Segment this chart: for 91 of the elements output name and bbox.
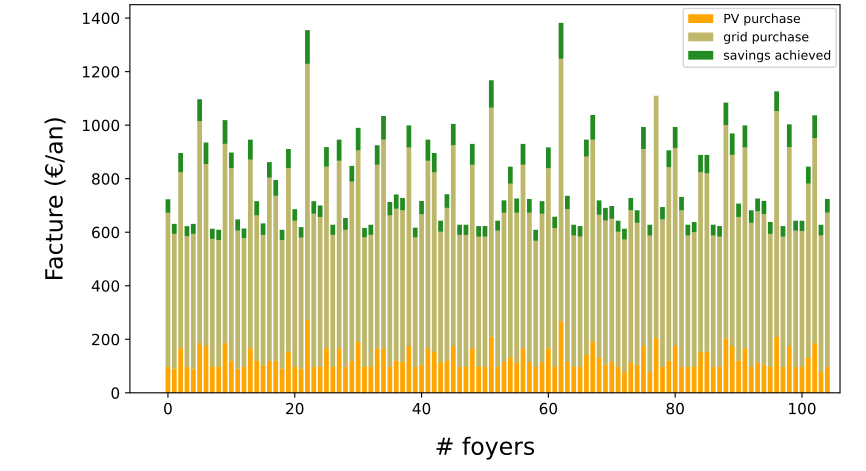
bar (336, 140, 342, 161)
bar (565, 196, 570, 210)
bar (343, 218, 348, 230)
y-tick-label: 1000 (82, 120, 120, 132)
bar (584, 140, 589, 156)
bar (178, 152, 183, 172)
bar (634, 210, 640, 223)
legend-label: grid purchase (724, 32, 808, 44)
bar (419, 200, 424, 214)
bar (730, 133, 735, 155)
bar (374, 145, 380, 165)
x-tick-label: 100 (789, 402, 816, 414)
x-tick-label: 0 (164, 402, 172, 414)
y-tick-label: 200 (92, 334, 120, 346)
bar (685, 224, 690, 236)
x-tick-label: 80 (666, 402, 684, 414)
bar (210, 228, 215, 239)
bar (381, 116, 386, 140)
bar (514, 198, 520, 213)
bar (267, 162, 272, 178)
bar (254, 201, 260, 216)
bar (520, 144, 526, 165)
bar (666, 150, 672, 168)
x-tick-label: 40 (412, 402, 430, 414)
bar (292, 209, 298, 221)
bar (356, 128, 361, 150)
bar (470, 144, 475, 165)
bar (786, 124, 792, 148)
bar (197, 99, 202, 122)
bar (546, 147, 551, 168)
bar (692, 222, 697, 232)
y-tick-label: 600 (92, 226, 120, 238)
bar (172, 224, 177, 234)
bar (330, 224, 336, 235)
bar (641, 127, 646, 149)
bar (406, 125, 412, 148)
bar (660, 207, 665, 220)
y-tick-label: 800 (92, 173, 120, 185)
bar (286, 148, 291, 168)
bar (812, 115, 818, 138)
bar (533, 230, 538, 241)
bar (806, 166, 811, 184)
bar (280, 230, 284, 240)
bar (248, 140, 253, 160)
y-tick-label: 1200 (82, 66, 120, 78)
bar (324, 147, 329, 167)
bar (488, 80, 494, 108)
x-axis-title: # foyers (436, 436, 534, 460)
bar (204, 142, 208, 164)
bar (216, 230, 222, 240)
bar (228, 152, 234, 168)
bar (558, 22, 564, 59)
bar (298, 227, 304, 238)
bar (495, 220, 500, 231)
bar (260, 223, 266, 235)
bar (444, 194, 450, 208)
bar (502, 200, 506, 213)
bar (412, 228, 418, 238)
bar (540, 201, 544, 214)
bar (768, 222, 773, 234)
bar (774, 91, 779, 111)
bar (438, 220, 443, 232)
bar (679, 196, 684, 210)
bar (526, 199, 532, 213)
bar (222, 120, 228, 144)
bar (736, 204, 741, 217)
bar (628, 198, 634, 210)
y-tick-label: 1400 (82, 12, 120, 24)
bar (387, 202, 392, 216)
legend-label: PV purchase (724, 13, 800, 26)
x-tick-label: 60 (540, 402, 558, 414)
bar (590, 114, 596, 140)
bar (672, 127, 678, 148)
bar (552, 216, 558, 228)
y-tick-label: 0 (111, 387, 120, 399)
bar (824, 199, 830, 213)
bar (818, 224, 824, 236)
y-axis-title: Facture (€/an) (44, 118, 66, 280)
bar (724, 102, 728, 126)
bar (508, 166, 513, 184)
x-tick-label: 20 (286, 402, 304, 414)
bar (742, 125, 748, 148)
bar (305, 30, 310, 64)
bar (450, 124, 456, 146)
legend-label: savings achieved (724, 50, 830, 62)
bar (647, 224, 652, 236)
bar (273, 180, 278, 196)
bar (780, 226, 786, 236)
bar (166, 199, 170, 213)
bar (349, 166, 354, 182)
y-tick-label: 400 (92, 280, 120, 292)
